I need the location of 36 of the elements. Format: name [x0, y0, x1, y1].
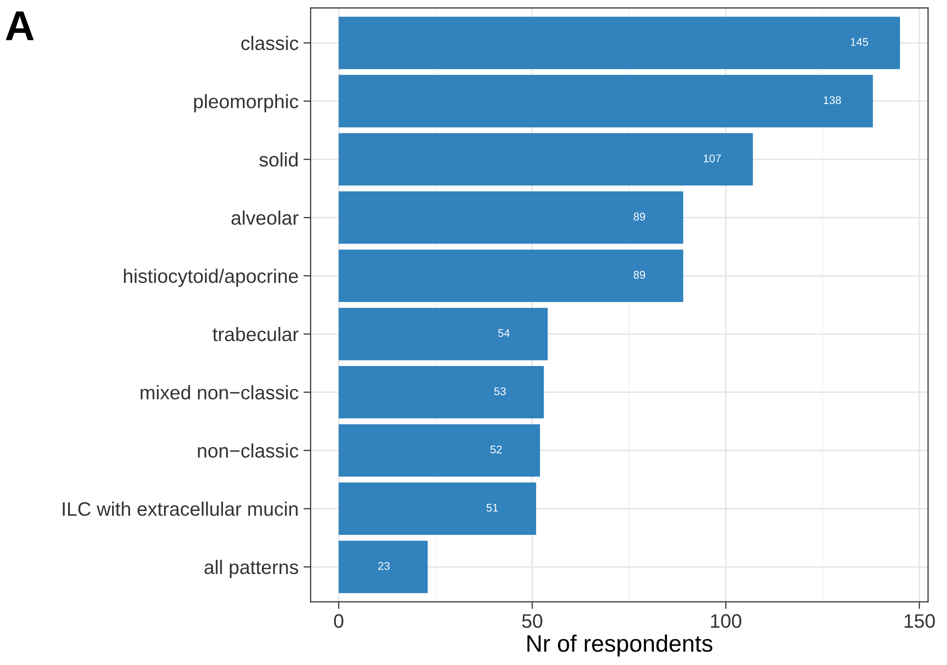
x-tick-label: 0: [334, 614, 344, 628]
bar: [338, 482, 536, 535]
data-label: 23: [378, 562, 390, 570]
data-label: 53: [494, 387, 506, 396]
x-tick-label: 50: [522, 614, 542, 628]
y-tick-label: ILC with extracellular mucin: [62, 502, 298, 516]
data-label: 89: [634, 212, 646, 221]
x-tick-label: 150: [904, 614, 935, 628]
y-tick-label: mixed non−classic: [140, 385, 298, 400]
x-axis-title: Nr of respondents: [527, 634, 712, 657]
y-tick-label: non−classic: [198, 443, 298, 458]
bar: [338, 250, 684, 302]
data-label: 138: [824, 96, 841, 104]
text: A: [6, 12, 34, 40]
bar: [338, 540, 428, 594]
bar: [338, 74, 873, 128]
bar: [338, 191, 684, 244]
data-label: 54: [498, 329, 510, 337]
x-tick-label: 100: [711, 614, 742, 628]
y-tick-label: histiocytoid/apocrine: [124, 268, 298, 287]
y-tick-label: all patterns: [204, 560, 298, 578]
y-tick-label: pleomorphic: [194, 94, 298, 112]
bar: [338, 16, 900, 70]
data-label: 51: [486, 504, 498, 512]
bar: [338, 308, 548, 360]
y-tick-label: trabecular: [212, 326, 298, 342]
data-label: 52: [490, 446, 502, 454]
data-label: 89: [634, 270, 646, 279]
y-tick-label: classic: [241, 36, 298, 50]
data-label: 145: [850, 38, 868, 46]
bar: [338, 133, 753, 186]
y-tick-label: alveolar: [232, 210, 298, 225]
bar: [338, 424, 540, 477]
bar: [338, 366, 544, 418]
data-label: 107: [704, 154, 721, 162]
y-tick-label: solid: [259, 152, 298, 167]
